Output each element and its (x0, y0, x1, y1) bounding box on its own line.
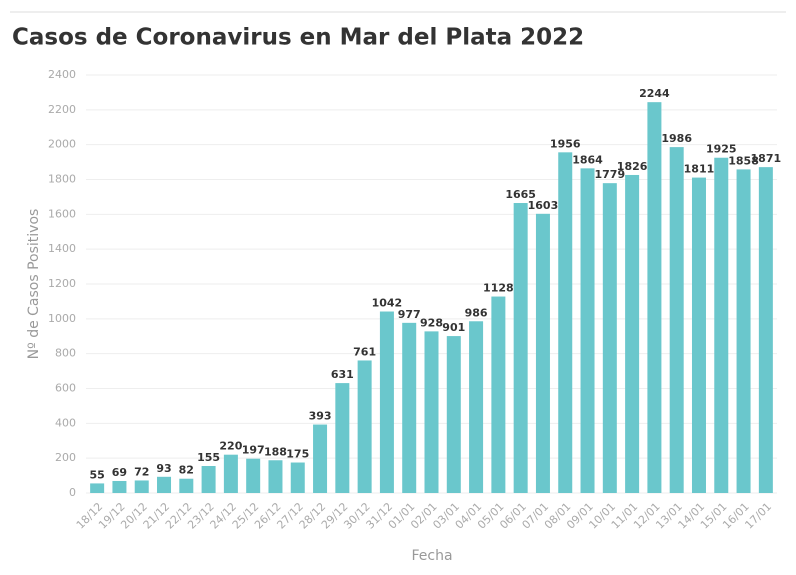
y-tick-label: 400 (55, 416, 76, 429)
value-label: 1925 (706, 143, 737, 156)
value-label: 69 (112, 466, 127, 479)
bar (179, 478, 194, 493)
y-tick-label: 2200 (48, 103, 76, 116)
bar (625, 174, 640, 493)
value-label: 761 (353, 345, 376, 358)
bar (335, 383, 350, 493)
y-tick-label: 1600 (48, 207, 76, 220)
bar (580, 168, 595, 493)
bar (758, 167, 773, 494)
bar (223, 454, 238, 493)
bar (112, 480, 127, 493)
bar (379, 311, 394, 493)
value-label: 1665 (505, 188, 536, 201)
value-label: 986 (465, 306, 488, 319)
bar (647, 102, 662, 494)
value-label: 1826 (617, 160, 648, 173)
bar (491, 296, 506, 493)
bar (246, 458, 261, 493)
bar (602, 183, 617, 493)
bar (446, 336, 461, 493)
value-label: 1042 (372, 297, 403, 310)
bar (357, 360, 372, 493)
value-label: 393 (309, 410, 332, 423)
value-label: 977 (398, 308, 421, 321)
value-label: 1871 (751, 152, 782, 165)
y-tick-label: 0 (69, 486, 76, 499)
bar (313, 424, 328, 493)
chart-title: Casos de Coronavirus en Mar del Plata 20… (12, 25, 584, 51)
value-label: 928 (420, 316, 443, 329)
y-axis-label: Nº de Casos Positivos (26, 209, 42, 360)
y-tick-label: 2000 (48, 138, 76, 151)
value-label: 93 (156, 462, 171, 475)
value-label: 197 (242, 444, 265, 457)
value-label: 220 (219, 440, 242, 453)
bar (691, 177, 706, 493)
bar (402, 322, 417, 493)
bar (714, 157, 729, 493)
bar (90, 483, 105, 493)
bar (469, 321, 484, 493)
x-axis-label: Fecha (411, 548, 452, 564)
value-label: 175 (286, 448, 309, 461)
y-tick-label: 800 (55, 347, 76, 360)
value-label: 55 (89, 468, 104, 481)
y-tick-label: 200 (55, 451, 76, 464)
y-tick-label: 1800 (48, 173, 76, 186)
bar (535, 213, 550, 493)
bar (424, 331, 439, 493)
value-label: 82 (179, 464, 194, 477)
value-label: 1864 (572, 153, 603, 166)
value-label: 901 (442, 321, 465, 334)
value-label: 1128 (483, 282, 514, 295)
bar (736, 169, 751, 494)
value-label: 188 (264, 445, 287, 458)
bar (290, 462, 305, 493)
value-label: 1986 (661, 132, 692, 145)
value-label: 72 (134, 465, 149, 478)
value-label: 1956 (550, 137, 581, 150)
value-label: 1603 (528, 199, 559, 212)
bar (201, 466, 216, 493)
bar (558, 152, 573, 493)
value-label: 1811 (684, 163, 715, 176)
value-label: 2244 (639, 87, 670, 100)
value-label: 631 (331, 368, 354, 381)
bar (669, 147, 684, 494)
value-label: 1779 (595, 168, 626, 181)
y-tick-label: 600 (55, 382, 76, 395)
y-tick-label: 1000 (48, 312, 76, 325)
bar (134, 480, 149, 493)
bar (513, 203, 528, 493)
bar (268, 460, 283, 493)
value-label: 1858 (728, 154, 759, 167)
y-tick-label: 1200 (48, 277, 76, 290)
value-label: 155 (197, 451, 220, 464)
y-tick-label: 2400 (48, 68, 76, 81)
bar (157, 476, 172, 493)
y-tick-label: 1400 (48, 242, 76, 255)
